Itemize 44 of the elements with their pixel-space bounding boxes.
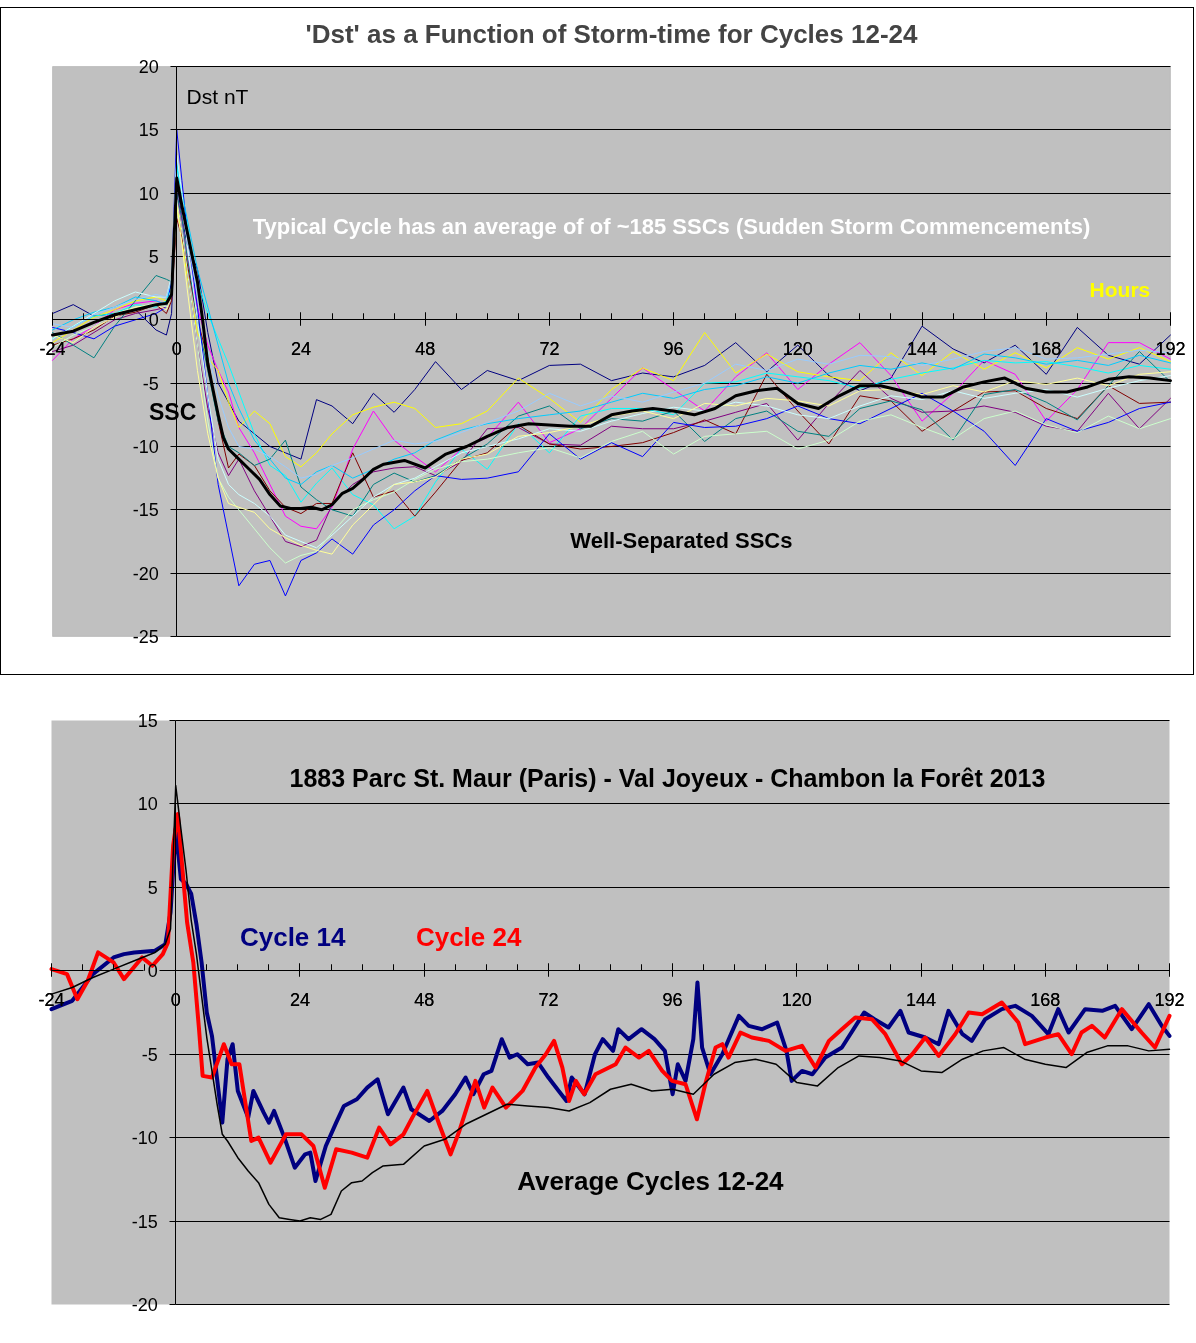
- y-tick-label: 10: [138, 183, 159, 204]
- y-tick-label: -15: [132, 500, 159, 521]
- annotation: Typical Cycle has an average of of ~185 SSCs (Sudden Storm Commencements): [252, 213, 1091, 239]
- text: Cycle 24: [415, 922, 522, 953]
- x-tick-label: 144: [907, 338, 938, 359]
- x-tick-label: 72: [539, 338, 560, 359]
- y-tick-label: 20: [138, 57, 159, 78]
- y-tick-label: 15: [138, 120, 159, 141]
- y-tick-label: -20: [132, 563, 159, 584]
- annotation: Well-Separated SSCs: [570, 527, 793, 553]
- x-tick-label: 96: [663, 338, 684, 359]
- y-tick-label: 15: [137, 711, 158, 731]
- chart-title: 'Dst' as a Function of Storm-time for Cycles 12-24: [305, 19, 919, 49]
- y-tick-label: -5: [141, 1044, 158, 1065]
- x-tick-label: 192: [1154, 989, 1185, 1010]
- x-tick-label: 96: [662, 989, 683, 1010]
- y-tick-label: -15: [131, 1211, 158, 1232]
- y-tick-label: 5: [147, 877, 158, 898]
- y-axis-title: Dst nT: [186, 85, 249, 109]
- text: Average Cycles 12-24: [517, 1166, 785, 1197]
- x-tick-label: 144: [906, 989, 937, 1010]
- x-tick-label: 168: [1031, 338, 1062, 359]
- x-tick-label: -24: [38, 989, 65, 1010]
- x-tick-label: 192: [1155, 338, 1186, 359]
- text: 1883 Parc St. Maur (Paris) - Val Joyeux - Chambon la Forêt 2013: [289, 763, 1046, 792]
- y-tick-label: -10: [132, 436, 159, 457]
- series-label: Cycle 14: [239, 922, 346, 953]
- x-tick-label: 24: [290, 338, 311, 359]
- y-tick-label: 0: [147, 961, 158, 982]
- x-axis-title: Hours: [1089, 277, 1151, 301]
- x-tick-label: 72: [538, 989, 559, 1010]
- y-tick-label: -25: [132, 626, 159, 647]
- x-tick-label: 168: [1030, 989, 1061, 1010]
- x-tick-label: 120: [781, 989, 812, 1010]
- y-tick-label: 10: [137, 794, 158, 815]
- y-tick-label: 5: [148, 247, 159, 268]
- y-tick-label: -10: [131, 1128, 158, 1149]
- x-tick-label: 24: [289, 989, 310, 1010]
- y-tick-label: -20: [131, 1295, 158, 1315]
- y-tick-label: -5: [142, 373, 159, 394]
- x-tick-label: 48: [415, 338, 436, 359]
- x-tick-label: -24: [39, 338, 66, 359]
- x-tick-label: 48: [414, 989, 435, 1010]
- y-tick-label: 0: [148, 310, 159, 331]
